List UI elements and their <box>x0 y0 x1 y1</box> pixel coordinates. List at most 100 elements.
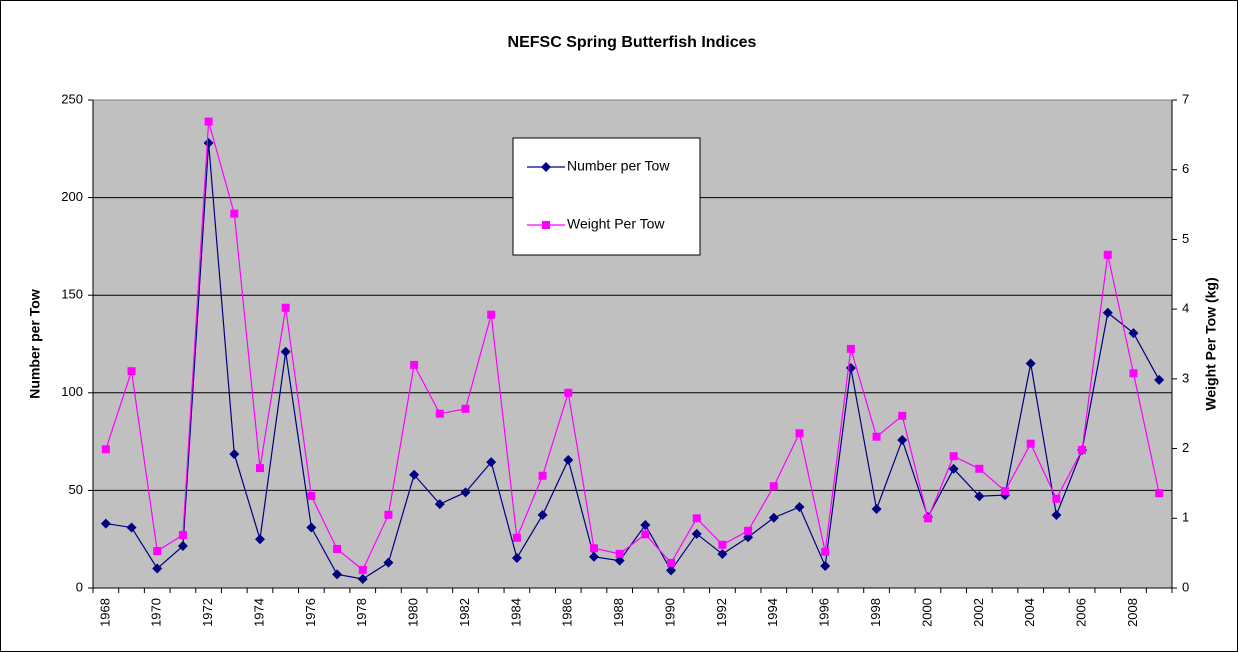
data-point <box>667 558 676 567</box>
data-point <box>410 360 419 369</box>
legend <box>512 137 701 256</box>
data-point <box>846 344 855 353</box>
data-point <box>537 509 548 520</box>
data-point <box>871 503 882 514</box>
data-point <box>1078 445 1087 454</box>
y-tick-label: 200 <box>61 189 83 204</box>
legend-label: Number per Tow <box>567 158 670 174</box>
x-tick-label: 1982 <box>457 598 472 627</box>
x-tick-label: 2006 <box>1074 598 1089 627</box>
data-point <box>614 555 625 566</box>
data-point <box>435 409 444 418</box>
y-tick-label: 50 <box>69 482 83 497</box>
data-point <box>358 565 367 574</box>
data-point <box>153 547 162 556</box>
data-point <box>794 501 805 512</box>
data-point <box>486 457 497 468</box>
data-point <box>692 514 701 523</box>
data-point <box>281 303 290 312</box>
data-point <box>718 540 727 549</box>
x-tick-label: 1992 <box>714 598 729 627</box>
data-point <box>460 487 471 498</box>
data-point <box>177 541 188 552</box>
y2-tick-label: 3 <box>1182 370 1189 385</box>
data-point <box>1102 307 1113 318</box>
data-point <box>666 565 677 576</box>
y2-tick-label: 4 <box>1182 301 1189 316</box>
data-point <box>384 510 393 519</box>
y2-tick-label: 2 <box>1182 440 1189 455</box>
data-point <box>254 534 265 545</box>
y2-tick-label: 0 <box>1182 579 1189 594</box>
y-tick-label: 100 <box>61 384 83 399</box>
data-point <box>897 435 908 446</box>
data-point <box>1129 369 1138 378</box>
x-tick-label: 1990 <box>662 598 677 627</box>
y2-tick-label: 1 <box>1182 510 1189 525</box>
data-point <box>333 544 342 553</box>
data-point <box>1103 250 1112 259</box>
x-tick-label: 2004 <box>1022 598 1037 627</box>
data-point <box>1051 509 1062 520</box>
data-point <box>307 491 316 500</box>
data-point <box>255 464 264 473</box>
x-tick-label: 1994 <box>765 598 780 627</box>
data-point <box>872 432 881 441</box>
data-point <box>512 533 521 542</box>
data-point <box>691 528 702 539</box>
data-point <box>1001 487 1010 496</box>
data-point <box>487 310 496 319</box>
data-point <box>332 569 343 580</box>
data-point <box>383 557 394 568</box>
data-point <box>615 549 624 558</box>
y2-axis-label: Weight Per Tow (kg) <box>1203 277 1219 410</box>
y2-tick-label: 7 <box>1182 91 1189 106</box>
data-point <box>820 560 831 571</box>
data-point <box>795 429 804 438</box>
data-point <box>409 469 420 480</box>
x-tick-label: 1984 <box>508 598 523 627</box>
data-point <box>1154 374 1165 385</box>
data-point <box>280 346 291 357</box>
x-tick-label: 2002 <box>971 598 986 627</box>
data-point <box>975 464 984 473</box>
x-tick-label: 2000 <box>919 598 934 627</box>
data-point <box>229 449 240 460</box>
x-tick-label: 1968 <box>97 598 112 627</box>
data-point <box>538 471 547 480</box>
x-tick-label: 1980 <box>406 598 421 627</box>
data-point <box>101 445 110 454</box>
data-point <box>821 547 830 556</box>
data-point <box>1025 358 1036 369</box>
data-point <box>717 549 728 560</box>
chart-title: NEFSC Spring Butterfish Indices <box>508 34 757 51</box>
data-point <box>306 522 317 533</box>
data-point <box>357 574 368 585</box>
y-tick-label: 250 <box>61 91 83 106</box>
data-point <box>1026 439 1035 448</box>
y-tick-label: 0 <box>76 579 83 594</box>
data-point <box>564 388 573 397</box>
data-point <box>768 512 779 523</box>
data-point <box>744 526 753 535</box>
data-point <box>178 531 187 540</box>
data-point <box>203 137 214 148</box>
data-point <box>100 518 111 529</box>
x-tick-label: 1998 <box>868 598 883 627</box>
data-point <box>127 367 136 376</box>
data-point <box>461 404 470 413</box>
data-point <box>769 482 778 491</box>
y-axis-label: Number per Tow <box>27 289 43 399</box>
x-tick-label: 1972 <box>200 598 215 627</box>
data-point <box>948 463 959 474</box>
y2-tick-label: 6 <box>1182 161 1189 176</box>
data-point <box>898 411 907 420</box>
x-tick-label: 1976 <box>303 598 318 627</box>
x-tick-label: 1988 <box>611 598 626 627</box>
data-point <box>511 552 522 563</box>
series-line <box>105 121 1160 571</box>
data-point <box>434 499 445 510</box>
legend-marker <box>541 162 551 172</box>
data-point <box>204 117 213 126</box>
